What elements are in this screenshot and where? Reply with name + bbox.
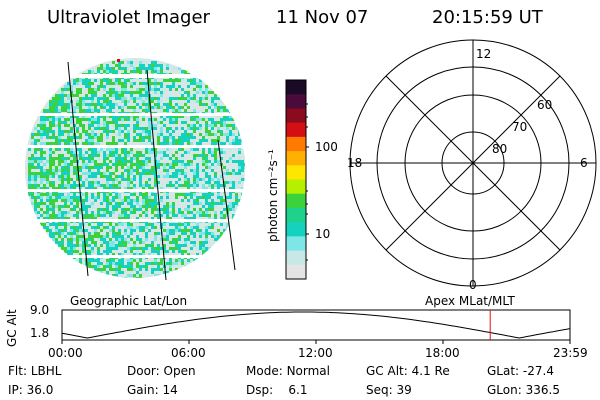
glon-label: GLon: (487, 383, 522, 397)
altitude-axis-label: GC Alt (5, 309, 19, 347)
ip-value: 36.0 (26, 383, 54, 397)
altitude-plot-frame (61, 309, 571, 341)
altitude-curve (61, 311, 571, 339)
polar-diagonal (385, 75, 561, 251)
seq-value: 39 (396, 383, 412, 397)
color-bar (286, 80, 306, 280)
image-disk (25, 58, 245, 281)
color-bar-segment (286, 236, 306, 252)
mlt-label-0: 0 (469, 278, 477, 292)
mode-label: Mode: (246, 364, 283, 378)
lat-label-80: 80 (492, 142, 508, 156)
filter-label: Flt: (8, 364, 27, 378)
altitude-x-ticks (61, 340, 571, 344)
color-bar-segment (286, 122, 306, 138)
meridian-line (217, 139, 236, 271)
color-bar-segment (286, 207, 306, 223)
color-bar-segment (286, 250, 306, 266)
color-bar-segment (286, 193, 306, 209)
seq-readout: Seq: 39 (366, 383, 412, 397)
time-label: 20:15:59 UT (432, 7, 543, 28)
disk-pixels (28, 61, 245, 278)
date-label: 11 Nov 07 (276, 7, 369, 28)
mode-readout: Mode: Normal (246, 364, 330, 378)
color-bar-segment (286, 136, 306, 152)
glon-value: 336.5 (525, 383, 560, 397)
mode-value: Normal (286, 364, 330, 378)
filter-value: LBHL (30, 364, 62, 378)
door-readout: Door: Open (127, 364, 196, 378)
x-tick-0000: 00:00 (48, 346, 83, 360)
gc-alt-label: GC Alt: (366, 364, 408, 378)
meridian-line (146, 69, 167, 281)
color-bar-segment (286, 179, 306, 195)
geographic-label: Geographic Lat/Lon (70, 294, 188, 308)
x-tick-1200: 12:00 (298, 346, 333, 360)
colorbar-unit-label: photon cm⁻²s⁻¹ (266, 149, 280, 242)
polar-plot (349, 39, 597, 287)
gain-value: 14 (162, 383, 178, 397)
scan-gaps (25, 74, 245, 258)
color-bar-segment (286, 165, 306, 181)
seq-label: Seq: (366, 383, 393, 397)
gc-alt-value: 4.1 Re (411, 364, 450, 378)
ip-label: IP: (8, 383, 23, 397)
color-bar-segment (286, 94, 306, 110)
color-bar-frame (285, 79, 307, 280)
lat-label-60: 60 (537, 98, 553, 112)
meridian-line (67, 61, 89, 277)
color-bar-segment (286, 151, 306, 166)
color-bar-segment (286, 80, 306, 95)
color-bar-segment (286, 108, 306, 124)
dsp-label: Dsp: (246, 383, 274, 397)
instrument-title: Ultraviolet Imager (47, 7, 210, 28)
color-bar-segment (286, 222, 306, 237)
color-bar-ticks (306, 103, 309, 261)
colorbar-tick-10: 10 (315, 227, 331, 241)
colorbar-tick-100: 100 (315, 140, 338, 154)
x-tick-0600: 06:00 (171, 346, 206, 360)
glon-readout: GLon: 336.5 (487, 383, 560, 397)
dsp-value: 6.1 (288, 383, 308, 397)
glat-label: GLat: (487, 364, 520, 378)
glat-readout: GLat: -27.4 (487, 364, 554, 378)
dsp-readout: Dsp: 6.1 (246, 383, 308, 397)
altitude-min-label: 1.8 (30, 326, 50, 340)
color-bar-segment (286, 264, 306, 280)
gain-label: Gain: (127, 383, 159, 397)
apex-label: Apex MLat/MLT (425, 294, 515, 308)
mlt-label-12: 12 (476, 47, 492, 61)
door-label: Door: (127, 364, 160, 378)
ip-readout: IP: 36.0 (8, 383, 53, 397)
gain-readout: Gain: 14 (127, 383, 178, 397)
x-tick-1800: 18:00 (425, 346, 460, 360)
glat-value: -27.4 (522, 364, 554, 378)
geographic-grid (67, 61, 236, 281)
gc-alt-readout: GC Alt: 4.1 Re (366, 364, 450, 378)
altitude-max-label: 9.0 (30, 303, 50, 317)
x-tick-2359: 23:59 (553, 346, 588, 360)
mlt-label-6: 6 (580, 156, 588, 170)
mlt-label-18: 18 (347, 156, 363, 170)
lat-label-70: 70 (512, 120, 528, 134)
door-value: Open (163, 364, 196, 378)
red-pixel (117, 59, 120, 62)
filter-readout: Flt: LBHL (8, 364, 61, 378)
